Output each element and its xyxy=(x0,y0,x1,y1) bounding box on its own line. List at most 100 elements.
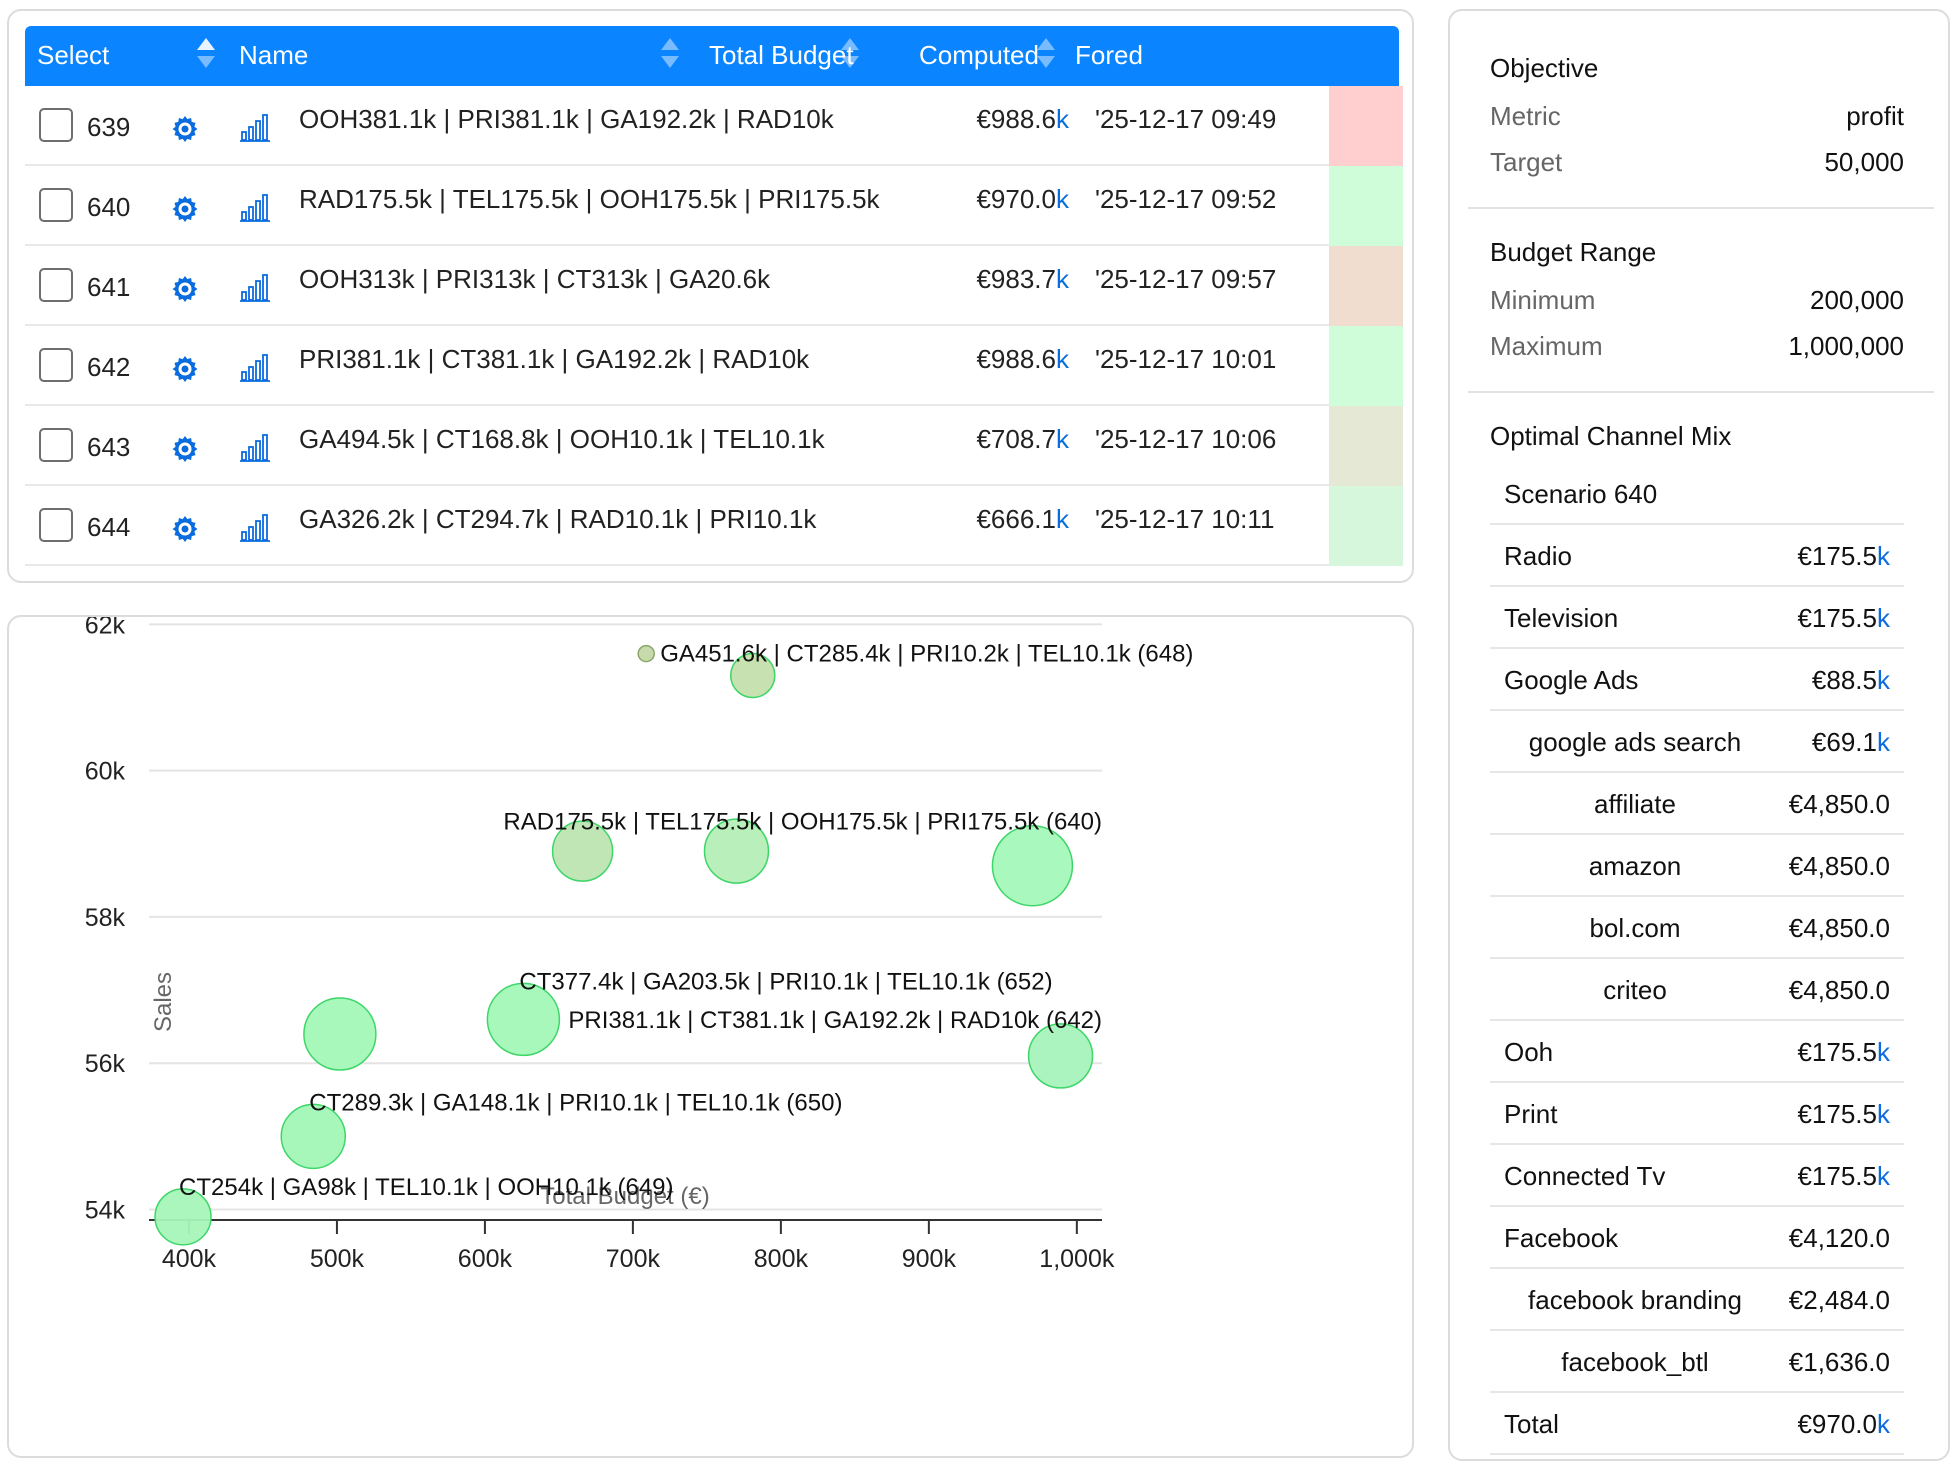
gear-icon[interactable] xyxy=(169,433,201,465)
channel-amount: €175.5 xyxy=(1797,1161,1877,1191)
channel-label: affiliate xyxy=(1594,789,1676,819)
channel-value: €4,850.0 xyxy=(1789,851,1890,882)
bar-chart-icon[interactable] xyxy=(239,432,271,462)
bubble-point xyxy=(486,982,561,1057)
bar-chart-icon[interactable] xyxy=(239,272,271,302)
row-checkbox[interactable] xyxy=(39,348,73,382)
channel-label: Facebook xyxy=(1504,1223,1619,1253)
channel-amount: €175.5 xyxy=(1797,541,1877,571)
row-name: OOH313k | PRI313k | CT313k | GA20.6k xyxy=(299,264,771,294)
row-budget-suffix: k xyxy=(1056,104,1069,134)
channel-value: €4,850.0 xyxy=(1789,789,1890,820)
channel-suffix: k xyxy=(1877,541,1890,571)
channel-label: Television xyxy=(1504,603,1619,633)
row-id: 642 xyxy=(87,352,131,382)
channel-value: €1,636.0 xyxy=(1789,1347,1890,1378)
minimum-value: 200,000 xyxy=(1810,285,1904,315)
col-computed[interactable]: Computed xyxy=(919,40,1039,70)
channel-amount: €175.5 xyxy=(1797,603,1877,633)
channel-mix-row: Total €970.0k xyxy=(1490,1393,1904,1455)
scenario-bubble-chart-card: 54k 56k 58k 60k 62k 400k 500k 600k 700k 800k 900k 1… xyxy=(7,615,1414,1458)
divider xyxy=(1468,207,1934,209)
channel-amount: €4,850.0 xyxy=(1788,913,1890,943)
target-value: 50,000 xyxy=(1824,147,1904,177)
bubble-point xyxy=(280,1103,347,1170)
row-name: PRI381.1k | CT381.1k | GA192.2k | RAD10k xyxy=(299,344,810,374)
sort-budget-icon[interactable] xyxy=(841,36,859,72)
row-name: GA326.2k | CT294.7k | RAD10.1k | PRI10.1… xyxy=(299,504,817,534)
channel-suffix: k xyxy=(1877,1037,1890,1067)
channel-mix-row: facebook_btl €1,636.0 xyxy=(1490,1331,1904,1393)
y-axis-title: Sales xyxy=(150,972,177,1032)
table-row[interactable]: 644 GA326.2k | CT294.7k | RAD10.1k | PRI1… xyxy=(25,486,1403,566)
gear-icon[interactable] xyxy=(169,353,201,385)
channel-suffix: k xyxy=(1877,727,1890,757)
row-budget-value: €983.7 xyxy=(976,264,1056,294)
x-tick-label: 400k xyxy=(162,1245,217,1273)
bar-chart-icon[interactable] xyxy=(239,512,271,542)
gear-icon[interactable] xyxy=(169,193,201,225)
col-total-budget[interactable]: Total Budget xyxy=(709,40,854,70)
x-tick-label: 1,000k xyxy=(1039,1245,1115,1273)
table-row[interactable]: 643 GA494.5k | CT168.8k | OOH10.1k | TEL1… xyxy=(25,406,1403,486)
col-forecast[interactable]: Fored xyxy=(1075,40,1143,70)
row-id: 641 xyxy=(87,272,131,302)
gear-icon[interactable] xyxy=(169,513,201,545)
bubble-point xyxy=(551,820,614,882)
sort-select-icon[interactable] xyxy=(197,36,215,72)
channel-value: €175.5k xyxy=(1797,603,1890,634)
channel-amount: €4,850.0 xyxy=(1788,789,1890,819)
channel-suffix: k xyxy=(1877,603,1890,633)
channel-amount: €4,120.0 xyxy=(1788,1223,1890,1253)
sort-name-icon[interactable] xyxy=(661,36,679,72)
row-computed: '25-12-17 09:52 xyxy=(1095,184,1277,214)
bubble-label: PRI381.1k | CT381.1k | GA192.2k | RAD10k… xyxy=(568,1007,1102,1034)
row-budget: €988.6k xyxy=(976,344,1069,375)
row-budget-value: €988.6 xyxy=(976,104,1056,134)
x-axis-title: Total Budget (€) xyxy=(540,1183,709,1210)
col-name[interactable]: Name xyxy=(239,40,309,70)
objective-panel: Objective Metric profit Target 50,000 Bu… xyxy=(1448,9,1950,1461)
table-row[interactable]: 639 OOH381.1k | PRI381.1k | GA192.2k | RA… xyxy=(25,86,1403,166)
row-name: GA494.5k | CT168.8k | OOH10.1k | TEL10.1… xyxy=(299,424,825,454)
sort-computed-icon[interactable] xyxy=(1037,36,1055,72)
row-name: RAD175.5k | TEL175.5k | OOH175.5k | PRI1… xyxy=(299,184,880,214)
channel-amount: €69.1 xyxy=(1811,727,1877,757)
target-label: Target xyxy=(1490,147,1563,177)
table-row[interactable]: 641 OOH313k | PRI313k | CT313k | GA20.6k €… xyxy=(25,246,1403,326)
channel-value: €175.5k xyxy=(1797,1161,1890,1192)
gear-icon[interactable] xyxy=(169,273,201,305)
table-row[interactable]: 640 RAD175.5k | TEL175.5k | OOH175.5k | P… xyxy=(25,166,1403,246)
channel-suffix: k xyxy=(1877,1409,1890,1439)
channel-label: Print xyxy=(1504,1099,1558,1129)
row-checkbox[interactable] xyxy=(39,188,73,222)
metric-value: profit xyxy=(1846,101,1904,131)
row-budget-suffix: k xyxy=(1056,504,1069,534)
row-checkbox[interactable] xyxy=(39,268,73,302)
maximum-row: Maximum 1,000,000 xyxy=(1490,331,1904,363)
row-budget-value: €666.1 xyxy=(976,504,1056,534)
x-tick-label: 900k xyxy=(902,1245,957,1273)
row-budget-suffix: k xyxy=(1056,264,1069,294)
channel-amount: €4,850.0 xyxy=(1788,851,1890,881)
row-checkbox[interactable] xyxy=(39,508,73,542)
bar-chart-icon[interactable] xyxy=(239,352,271,382)
row-checkbox[interactable] xyxy=(39,428,73,462)
col-select[interactable]: Select xyxy=(37,40,110,70)
forecast-cell xyxy=(1329,326,1403,406)
bar-chart-icon[interactable] xyxy=(239,192,271,222)
budget-range-heading: Budget Range xyxy=(1490,237,1657,267)
row-budget: €708.7k xyxy=(976,424,1069,455)
channel-mix-row: amazon €4,850.0 xyxy=(1490,835,1904,897)
minimum-row: Minimum 200,000 xyxy=(1490,285,1904,317)
row-budget: €983.7k xyxy=(976,264,1069,295)
gear-icon[interactable] xyxy=(169,113,201,145)
table-row[interactable]: 642 PRI381.1k | CT381.1k | GA192.2k | RAD… xyxy=(25,326,1403,406)
channel-value: €4,850.0 xyxy=(1789,913,1890,944)
row-budget: €666.1k xyxy=(976,504,1069,535)
bar-chart-icon[interactable] xyxy=(239,112,271,142)
row-budget-suffix: k xyxy=(1056,184,1069,214)
channel-amount: €175.5 xyxy=(1797,1037,1877,1067)
row-budget-suffix: k xyxy=(1056,424,1069,454)
row-checkbox[interactable] xyxy=(39,108,73,142)
